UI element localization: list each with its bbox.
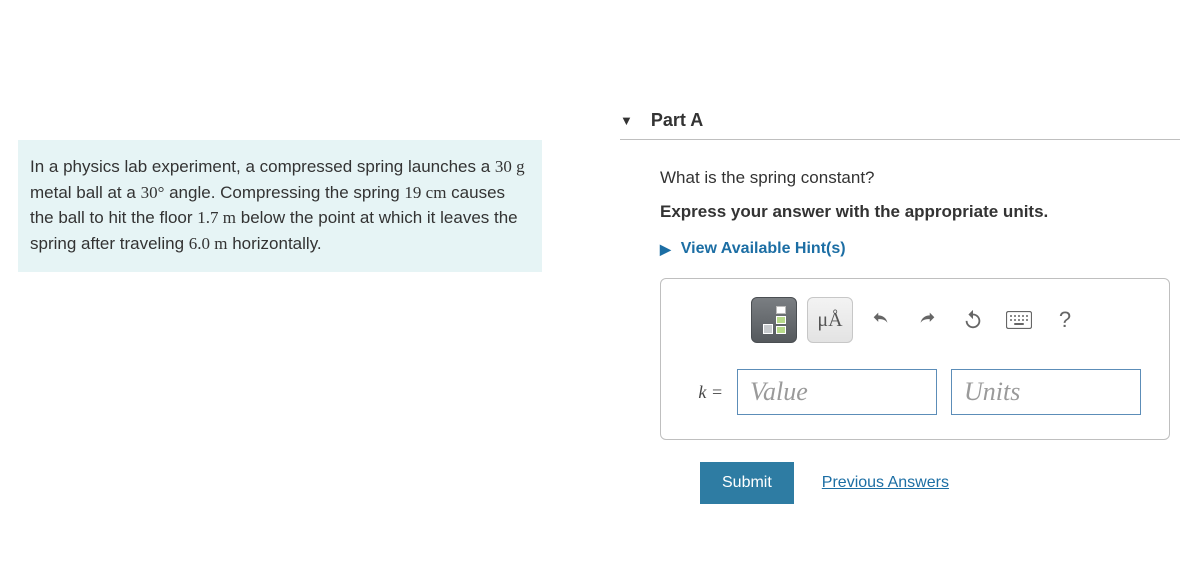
undo-icon <box>870 309 892 331</box>
t: In a physics lab experiment, a compresse… <box>30 157 495 176</box>
variable-label: k = <box>683 382 723 403</box>
t: 30 g <box>495 157 525 176</box>
answer-row: k = Value Units <box>683 369 1147 415</box>
keyboard-button[interactable] <box>1001 297 1037 343</box>
t: angle. Compressing the spring <box>164 183 404 202</box>
help-button[interactable]: ? <box>1047 297 1083 343</box>
t: 6.0 m <box>189 234 228 253</box>
templates-button[interactable] <box>751 297 797 343</box>
previous-answers-link[interactable]: Previous Answers <box>822 474 949 492</box>
submit-button[interactable]: Submit <box>700 462 794 504</box>
keyboard-icon <box>1006 311 1032 329</box>
t: 19 cm <box>404 183 446 202</box>
answer-panel: μÅ <box>660 278 1170 440</box>
redo-button[interactable] <box>909 297 945 343</box>
page-root: In a physics lab experiment, a compresse… <box>0 0 1200 561</box>
hints-label: View Available Hint(s) <box>681 240 846 258</box>
part-body: What is the spring constant? Express you… <box>620 168 1180 504</box>
units-input[interactable]: Units <box>951 369 1141 415</box>
fraction-template-icon <box>763 306 786 334</box>
undo-button[interactable] <box>863 297 899 343</box>
problem-statement: In a physics lab experiment, a compresse… <box>18 140 542 272</box>
units-placeholder: Units <box>964 377 1020 407</box>
t: 1.7 m <box>197 208 236 227</box>
t: 30° <box>141 183 165 202</box>
units-button[interactable]: μÅ <box>807 297 853 343</box>
instruction-text: Express your answer with the appropriate… <box>660 202 1180 222</box>
problem-text: In a physics lab experiment, a compresse… <box>30 157 525 253</box>
actions-row: Submit Previous Answers <box>660 462 1180 504</box>
expand-caret-icon: ▶ <box>660 241 671 258</box>
answer-column: ▼ Part A What is the spring constant? Ex… <box>560 0 1200 561</box>
part-title: Part A <box>651 110 703 131</box>
view-hints-link[interactable]: ▶ View Available Hint(s) <box>660 240 1180 258</box>
t: horizontally. <box>227 234 321 253</box>
t: metal ball at a <box>30 183 141 202</box>
mu-angstrom-icon: μÅ <box>817 309 842 332</box>
equation-toolbar: μÅ <box>683 297 1147 343</box>
question-text: What is the spring constant? <box>660 168 1180 188</box>
redo-icon <box>916 309 938 331</box>
problem-column: In a physics lab experiment, a compresse… <box>0 0 560 561</box>
part-header[interactable]: ▼ Part A <box>620 110 1180 140</box>
value-placeholder: Value <box>750 377 808 407</box>
help-icon: ? <box>1059 307 1071 333</box>
reset-icon <box>962 309 984 331</box>
reset-button[interactable] <box>955 297 991 343</box>
value-input[interactable]: Value <box>737 369 937 415</box>
collapse-caret-icon: ▼ <box>620 113 633 128</box>
